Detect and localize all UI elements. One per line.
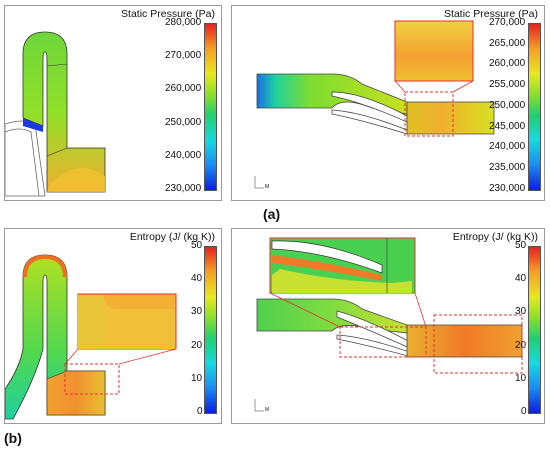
colorbar-tick: 230,000 — [489, 183, 526, 194]
colorbar-tick: 260,000 — [165, 83, 202, 94]
panel-a-right: M Static Pressure (Pa) 270,000 265,000 2… — [231, 5, 545, 201]
axis-triad-label: M — [265, 184, 270, 190]
figure-label-b: (b) — [4, 430, 22, 446]
colorbar-tick: 20 — [191, 340, 203, 351]
colorbar-tick: 255,000 — [489, 79, 526, 90]
colorbar-tick: 260,000 — [489, 58, 526, 69]
colorbar-tick: 30 — [515, 306, 527, 317]
colorbar-tick: 20 — [515, 340, 527, 351]
colorbar-tick: 245,000 — [489, 121, 526, 132]
figure-label-a: (a) — [263, 206, 281, 222]
colorbar-tick: 0 — [521, 406, 527, 417]
colorbar-tick: 40 — [191, 273, 203, 284]
colorbar-tick: 230,000 — [165, 183, 202, 194]
panel-a-left: Static Pressure (Pa) 280,000 270,000 260… — [4, 5, 222, 201]
colorbar-tick: 250,000 — [489, 100, 526, 111]
colorbar — [204, 23, 217, 191]
colorbar-tick: 10 — [515, 373, 527, 384]
pressure-contour-left — [5, 31, 106, 197]
colorbar-tick: 0 — [197, 406, 203, 417]
colorbar-tick: 265,000 — [489, 38, 526, 49]
colorbar-tick: 50 — [515, 240, 527, 251]
entropy-contour-left — [5, 254, 177, 420]
panel-b-right: M Entropy (J/ (kg K)) 50 40 30 20 10 0 — [231, 228, 545, 424]
colorbar-tick: 235,000 — [489, 162, 526, 173]
colorbar-tick: 30 — [191, 306, 203, 317]
colorbar-title: Entropy (J/ (kg K)) — [452, 231, 538, 243]
colorbar — [204, 246, 217, 414]
colorbar-tick: 240,000 — [165, 150, 202, 161]
axis-triad-label: M — [265, 407, 270, 413]
colorbar-tick: 10 — [191, 373, 203, 384]
colorbar-tick: 50 — [191, 240, 203, 251]
pressure-contour-right — [254, 20, 495, 189]
panel-b-left: Entropy (J/ (kg K)) 50 40 30 20 10 0 — [4, 228, 222, 424]
colorbar-title: Static Pressure (Pa) — [444, 8, 538, 20]
colorbar-tick: 280,000 — [165, 17, 202, 28]
entropy-contour-right — [254, 237, 523, 412]
colorbar-tick: 40 — [515, 273, 527, 284]
colorbar-title: Static Pressure (Pa) — [121, 8, 215, 20]
colorbar-tick: 240,000 — [489, 141, 526, 152]
colorbar — [528, 23, 541, 191]
colorbar-tick: 250,000 — [165, 117, 202, 128]
colorbar — [528, 246, 541, 414]
colorbar-title: Entropy (J/ (kg K)) — [129, 231, 215, 243]
colorbar-tick: 270,000 — [489, 17, 526, 28]
colorbar-tick: 270,000 — [165, 50, 202, 61]
